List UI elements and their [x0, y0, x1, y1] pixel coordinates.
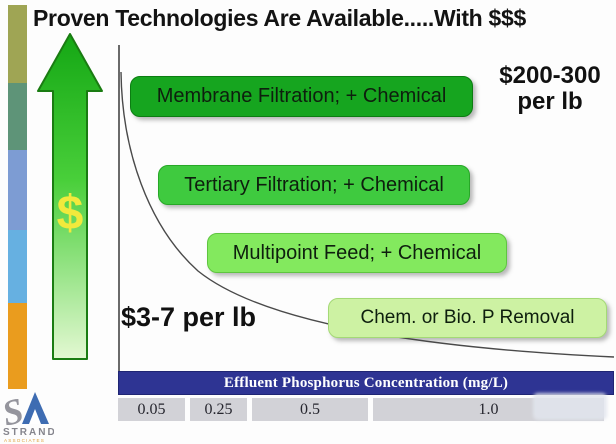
- logo-name: STRAND: [3, 427, 54, 438]
- tick-025: 0.25: [190, 398, 247, 421]
- logo-subname: ASSOCIATES: [4, 438, 45, 443]
- low-cost-annotation: $3-7 per lb: [121, 302, 257, 332]
- strip-block-lightblue: [8, 230, 27, 303]
- y-axis-line: [118, 45, 120, 373]
- logo-monogram-a-icon: [22, 392, 49, 424]
- x-axis-ticks: 0.05 0.25 0.5 1.0: [118, 398, 604, 421]
- tick-005: 0.05: [118, 398, 185, 421]
- tick-05: 0.5: [252, 398, 368, 421]
- strip-block-periwinkle: [8, 150, 27, 230]
- band-label: Multipoint Feed; + Chemical: [232, 241, 482, 264]
- strip-block-teal: [8, 83, 27, 150]
- x-axis-title-bar: Effluent Phosphorus Concentration (mg/L): [118, 371, 614, 395]
- strand-logo: S STRAND ASSOCIATES: [0, 390, 55, 444]
- dollar-symbol: $: [57, 187, 84, 240]
- strip-block-olive: [8, 5, 27, 83]
- band-tertiary-filtration: Tertiary Filtration; + Chemical: [158, 165, 470, 205]
- watermark: [533, 393, 607, 420]
- band-chem-bio-p-removal: Chem. or Bio. P Removal: [328, 298, 607, 338]
- cost-arrow-up-icon: $: [36, 32, 104, 367]
- band-membrane-filtration: Membrane Filtration; + Chemical: [130, 76, 473, 117]
- strip-block-orange: [8, 303, 27, 389]
- band-label: Chem. or Bio. P Removal: [360, 307, 575, 328]
- band-multipoint-feed: Multipoint Feed; + Chemical: [207, 233, 507, 273]
- band-label: Membrane Filtration; + Chemical: [156, 85, 447, 107]
- logo-monogram-a-notch: [29, 409, 41, 424]
- slide-title: Proven Technologies Are Available.....Wi…: [33, 5, 526, 31]
- band-label: Tertiary Filtration; + Chemical: [184, 173, 444, 196]
- high-cost-annotation: $200-300 per lb: [499, 62, 601, 115]
- x-axis-title: Effluent Phosphorus Concentration (mg/L): [223, 374, 509, 391]
- arrow-shape: [37, 33, 103, 360]
